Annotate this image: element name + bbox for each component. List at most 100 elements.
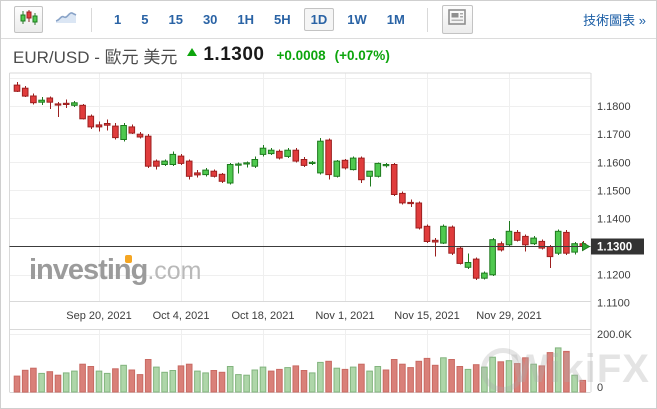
investing-watermark: investing.com [29, 254, 202, 286]
volume-bar [448, 359, 455, 393]
price-badge [591, 238, 644, 255]
volume-bar [177, 365, 185, 393]
candle [341, 159, 349, 169]
toolbar-separator [91, 7, 92, 32]
candle [505, 230, 513, 246]
candle [366, 170, 373, 177]
volume-bar [325, 360, 332, 393]
candle [194, 172, 201, 176]
volume-bar [440, 357, 447, 393]
candle [177, 155, 185, 164]
timeframe-1[interactable]: 1 [114, 12, 122, 27]
price-axis-label: 1.1600 [597, 157, 631, 169]
candle [423, 225, 431, 243]
candle [358, 157, 365, 181]
timeframe-30[interactable]: 30 [202, 12, 218, 27]
date-axis-label: Nov 1, 2021 [315, 310, 374, 322]
timeframe-5[interactable]: 5 [141, 12, 149, 27]
volume-bar [415, 360, 423, 393]
candle [120, 125, 127, 140]
volume-bar [431, 364, 439, 393]
volume-bar [243, 374, 250, 393]
volume-bar [103, 372, 111, 393]
volume-bar [71, 370, 78, 393]
volume-bar [538, 365, 546, 393]
candle [153, 160, 160, 167]
candle [251, 159, 259, 167]
timeframe-1h[interactable]: 1H [237, 12, 255, 27]
volume-bar [21, 369, 29, 393]
volume-bar [144, 359, 152, 393]
timeframe-15[interactable]: 15 [168, 12, 183, 27]
timeframe-1d[interactable]: 1D [303, 8, 335, 31]
candle [415, 202, 423, 229]
candle [522, 235, 529, 246]
price-badge-label: 1.1300 [597, 242, 632, 254]
volume-bar [136, 374, 144, 393]
volume-axis-label: 200.0K [597, 329, 633, 341]
candle [382, 164, 390, 167]
candle [464, 262, 472, 268]
volume-bar [13, 375, 21, 393]
line-chart-button[interactable] [52, 7, 79, 32]
timeframe-1m[interactable]: 1M [386, 12, 405, 27]
candle [407, 201, 414, 205]
volume-bar [563, 350, 570, 393]
volume-bar [382, 369, 390, 393]
candle [292, 149, 300, 162]
candle [161, 160, 168, 165]
candle [481, 272, 488, 279]
candle [554, 230, 562, 254]
candle [538, 240, 546, 249]
volume-bar [79, 363, 86, 393]
volume-bar [128, 369, 136, 393]
volume-bar [153, 366, 160, 393]
volume-bar [464, 368, 472, 393]
candlestick-icon [20, 9, 38, 31]
volume-bar [251, 369, 259, 393]
candle [431, 239, 439, 243]
volume-bar [579, 379, 587, 393]
technical-chart-link[interactable]: 技術圖表 » [583, 13, 646, 28]
volume-bar [226, 366, 234, 393]
volume-bar [423, 357, 431, 393]
volume-bar [554, 347, 562, 393]
toolbar-separator [426, 7, 428, 32]
chart-plot-area[interactable]: 1.1800 1.1700 1.1600 1.1500 1.1400 1.1200 1.11… [1, 71, 656, 408]
candle [390, 164, 398, 195]
volume-bar [46, 371, 54, 393]
volume-bar [374, 366, 382, 393]
candle [87, 115, 95, 128]
candle [349, 157, 357, 171]
candlestick-chart: 1.1800 1.1700 1.1600 1.1500 1.1400 1.1200 1.11… [9, 72, 644, 394]
candle [21, 87, 29, 97]
volume-bar [169, 370, 177, 393]
date-axis-label: Oct 4, 2021 [153, 310, 210, 322]
volume-bar [54, 374, 62, 393]
candle [62, 102, 70, 105]
candle [95, 124, 103, 128]
volume-bar [267, 370, 275, 393]
timeframe-1w[interactable]: 1W [347, 12, 367, 27]
candle [489, 239, 496, 276]
candle [13, 84, 21, 92]
candle [202, 169, 209, 176]
candle [259, 147, 267, 155]
volume-bar [317, 361, 324, 393]
candlestick-chart-button[interactable] [14, 6, 43, 33]
volume-bar [112, 368, 119, 393]
volume-bar [292, 365, 300, 393]
volume-bar [308, 372, 316, 393]
candle [103, 123, 111, 126]
timeframe-5h[interactable]: 5H [274, 12, 291, 27]
volume-bar [218, 371, 226, 393]
volume-bar [38, 372, 45, 393]
volume-bar [333, 367, 341, 393]
volume-bar [30, 367, 37, 393]
volume-bar [571, 374, 578, 393]
candle [333, 160, 341, 177]
news-panel-button[interactable] [441, 5, 473, 34]
toolbar: 1 5 15 30 1H 5H 1D 1W 1M 技術圖表 » [1, 1, 656, 39]
investing-watermark-dot [125, 255, 132, 263]
